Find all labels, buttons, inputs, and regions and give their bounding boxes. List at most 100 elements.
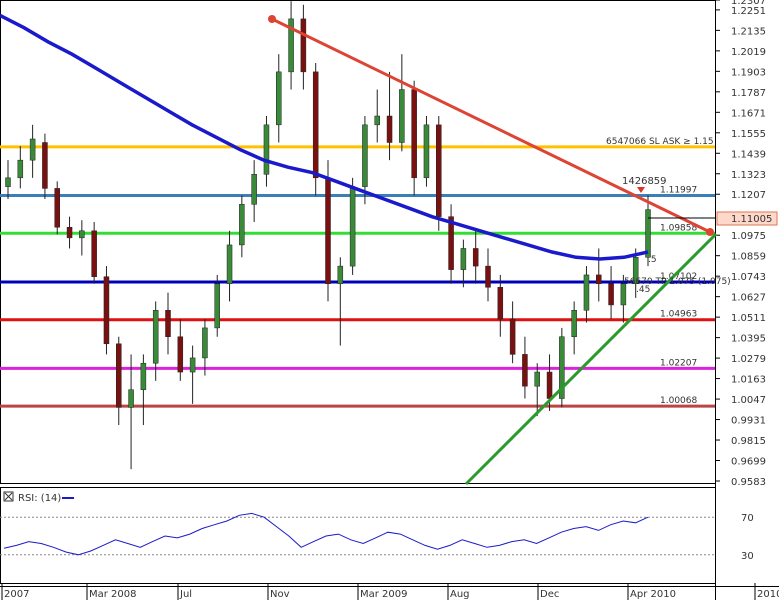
price-tick-label: 1.2251 (731, 6, 766, 17)
price-tick-label: 1.0859 (731, 252, 766, 263)
time-tick-label: Mar 2009 (360, 589, 408, 600)
candle-body (276, 71, 282, 126)
price-tick-label: 1.0047 (731, 395, 766, 406)
candle-body (152, 309, 159, 364)
candle-body (103, 276, 110, 345)
candle-body (448, 216, 454, 270)
top-marker-label: 1426859 (622, 176, 667, 187)
candle-body (596, 274, 602, 285)
candle-body (66, 227, 73, 239)
price-tick-label: 0.9931 (731, 416, 766, 427)
candle-body (411, 89, 417, 179)
price-tick-label: 1.1323 (731, 170, 766, 181)
candle-body (374, 115, 380, 126)
candle-body (620, 283, 627, 306)
time-tick-label: Dec (540, 589, 559, 600)
candle-body (571, 309, 577, 337)
candle-body (362, 124, 368, 187)
level-label: 1.07102 (660, 272, 697, 282)
rsi-level-label: 30 (741, 551, 754, 562)
time-tick-label: 2007 (4, 589, 29, 600)
price-tick-label: 1.0743 (731, 272, 766, 283)
level-label: 1.00068 (660, 396, 697, 406)
resistance-trendline[interactable] (271, 17, 713, 235)
time-axis: 2007 Mar 2008 Jul Nov Mar 2009 Aug Dec Apr 2010… (1, 583, 779, 600)
tp-label: 56670 TP 1.075 (1.075) (624, 277, 731, 287)
candle-body (263, 124, 270, 175)
rsi-line (3, 512, 649, 556)
candle-body (214, 283, 220, 329)
close-icon (4, 492, 13, 501)
price-tick-label: 1.2307 (731, 0, 766, 7)
rsi-levels: 70 30 (0, 513, 754, 562)
candle-body (399, 89, 405, 143)
candle-body (29, 138, 36, 161)
level-label: 1.09858 (660, 223, 697, 233)
price-tick-label: 1.1439 (731, 149, 766, 160)
time-tick-label: Nov (270, 589, 290, 600)
candle-body (202, 327, 208, 359)
time-tick-label: 2010 (757, 589, 779, 600)
price-tick-label: 1.1207 (731, 190, 766, 201)
time-tick-label: Mar 2008 (89, 589, 137, 600)
candle-body (608, 283, 614, 306)
time-tick-label: Aug (450, 589, 470, 600)
price-tick-label: 1.0511 (731, 313, 766, 324)
candle-body (349, 186, 356, 267)
candle-body (251, 174, 257, 205)
price-tick-label: 1.1671 (731, 108, 766, 119)
trendline-start-handle[interactable] (268, 15, 276, 23)
candle-body (288, 18, 294, 73)
price-tick-label: 1.0975 (731, 231, 766, 242)
moving-average-line (0, 13, 649, 261)
candles (5, 1, 651, 470)
moving-average (0, 13, 649, 261)
level-label: 1.11997 (660, 186, 697, 196)
time-tick-label: Apr 2010 (630, 589, 676, 600)
candle-body (177, 336, 184, 373)
level-label: 6547066 SL ASK ≥ 1.15 (606, 137, 714, 147)
candle-body (79, 230, 85, 239)
trendline-end-handle[interactable] (706, 228, 714, 236)
main-panel (0, 0, 716, 484)
small-label-a: .5 (648, 255, 657, 265)
current-price-box (716, 211, 778, 226)
candle-body (645, 209, 651, 258)
small-label-b: .45 (636, 285, 650, 295)
candle-body (140, 362, 147, 390)
candle-body (325, 177, 331, 285)
price-tick-label: 1.1903 (731, 67, 766, 78)
level-label: 1.02207 (660, 358, 697, 368)
price-tick-label: 1.2135 (731, 26, 766, 37)
candle-body (522, 354, 528, 387)
candle-body (17, 159, 24, 179)
candle-body (436, 124, 442, 217)
rsi-panel (0, 487, 716, 584)
candle-body (386, 115, 393, 143)
candle-body (239, 204, 245, 246)
candle-body (509, 318, 516, 355)
price-tick-label: 1.1787 (731, 88, 766, 99)
support-trendline[interactable] (464, 232, 718, 486)
level-label: 1.04963 (660, 310, 697, 320)
price-tick-label: 1.0163 (731, 375, 766, 386)
candle-body (5, 177, 11, 187)
candle-body (300, 18, 307, 73)
time-tick-label: Jul (179, 589, 192, 600)
top-marker-arrow (637, 187, 645, 193)
candle-body (559, 336, 565, 399)
candle-body (226, 244, 233, 285)
candle-body (534, 371, 540, 387)
price-tick-label: 0.9583 (731, 477, 766, 488)
price-tick-label: 1.0627 (731, 293, 766, 304)
candle-body (42, 142, 48, 189)
candle-body (423, 124, 430, 179)
candle-body (472, 248, 479, 267)
current-price-label: 1.11005 (731, 214, 772, 225)
rsi-level-label: 70 (741, 513, 754, 524)
price-tick-label: 1.1555 (731, 129, 766, 140)
price-tick-label: 1.2019 (731, 47, 766, 58)
candle-body (128, 389, 134, 408)
